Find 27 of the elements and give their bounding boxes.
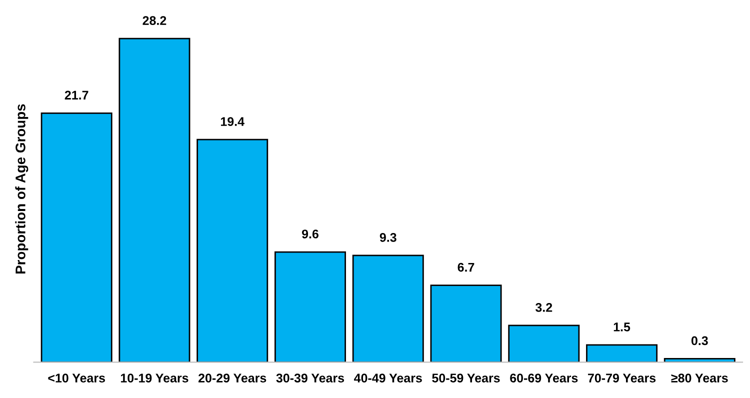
data-label: 1.5 bbox=[614, 322, 630, 332]
bar bbox=[40, 112, 112, 362]
x-tick-label: 70-79 Years bbox=[588, 374, 656, 382]
x-tick-label: <10 Years bbox=[48, 374, 105, 382]
data-label: 19.4 bbox=[220, 117, 244, 126]
bar bbox=[586, 344, 658, 362]
data-label: 3.2 bbox=[535, 303, 552, 312]
x-tick-label: 60-69 Years bbox=[510, 374, 578, 382]
x-tick-label: 40-49 Years bbox=[354, 374, 422, 382]
bar bbox=[118, 38, 190, 362]
bar bbox=[508, 324, 580, 362]
bar bbox=[430, 284, 502, 362]
bar bbox=[352, 254, 424, 362]
x-tick-label: ≥80 Years bbox=[671, 374, 728, 382]
data-label: 6.7 bbox=[458, 262, 474, 272]
data-label: 0.3 bbox=[691, 336, 708, 346]
data-label: 9.3 bbox=[380, 233, 396, 242]
x-tick-label: 20-29 Years bbox=[198, 374, 266, 382]
x-tick-label: 30-39 Years bbox=[276, 374, 344, 382]
data-label: 21.7 bbox=[64, 90, 88, 100]
data-label: 9.6 bbox=[302, 230, 318, 238]
bar bbox=[274, 251, 346, 362]
data-label: 28.2 bbox=[142, 16, 166, 25]
y-axis-title: Proportion of Age Groups bbox=[15, 104, 28, 274]
x-tick-label: 50-59 Years bbox=[432, 374, 500, 382]
x-tick-label: 10-19 Years bbox=[120, 374, 188, 382]
bar bbox=[196, 138, 268, 362]
